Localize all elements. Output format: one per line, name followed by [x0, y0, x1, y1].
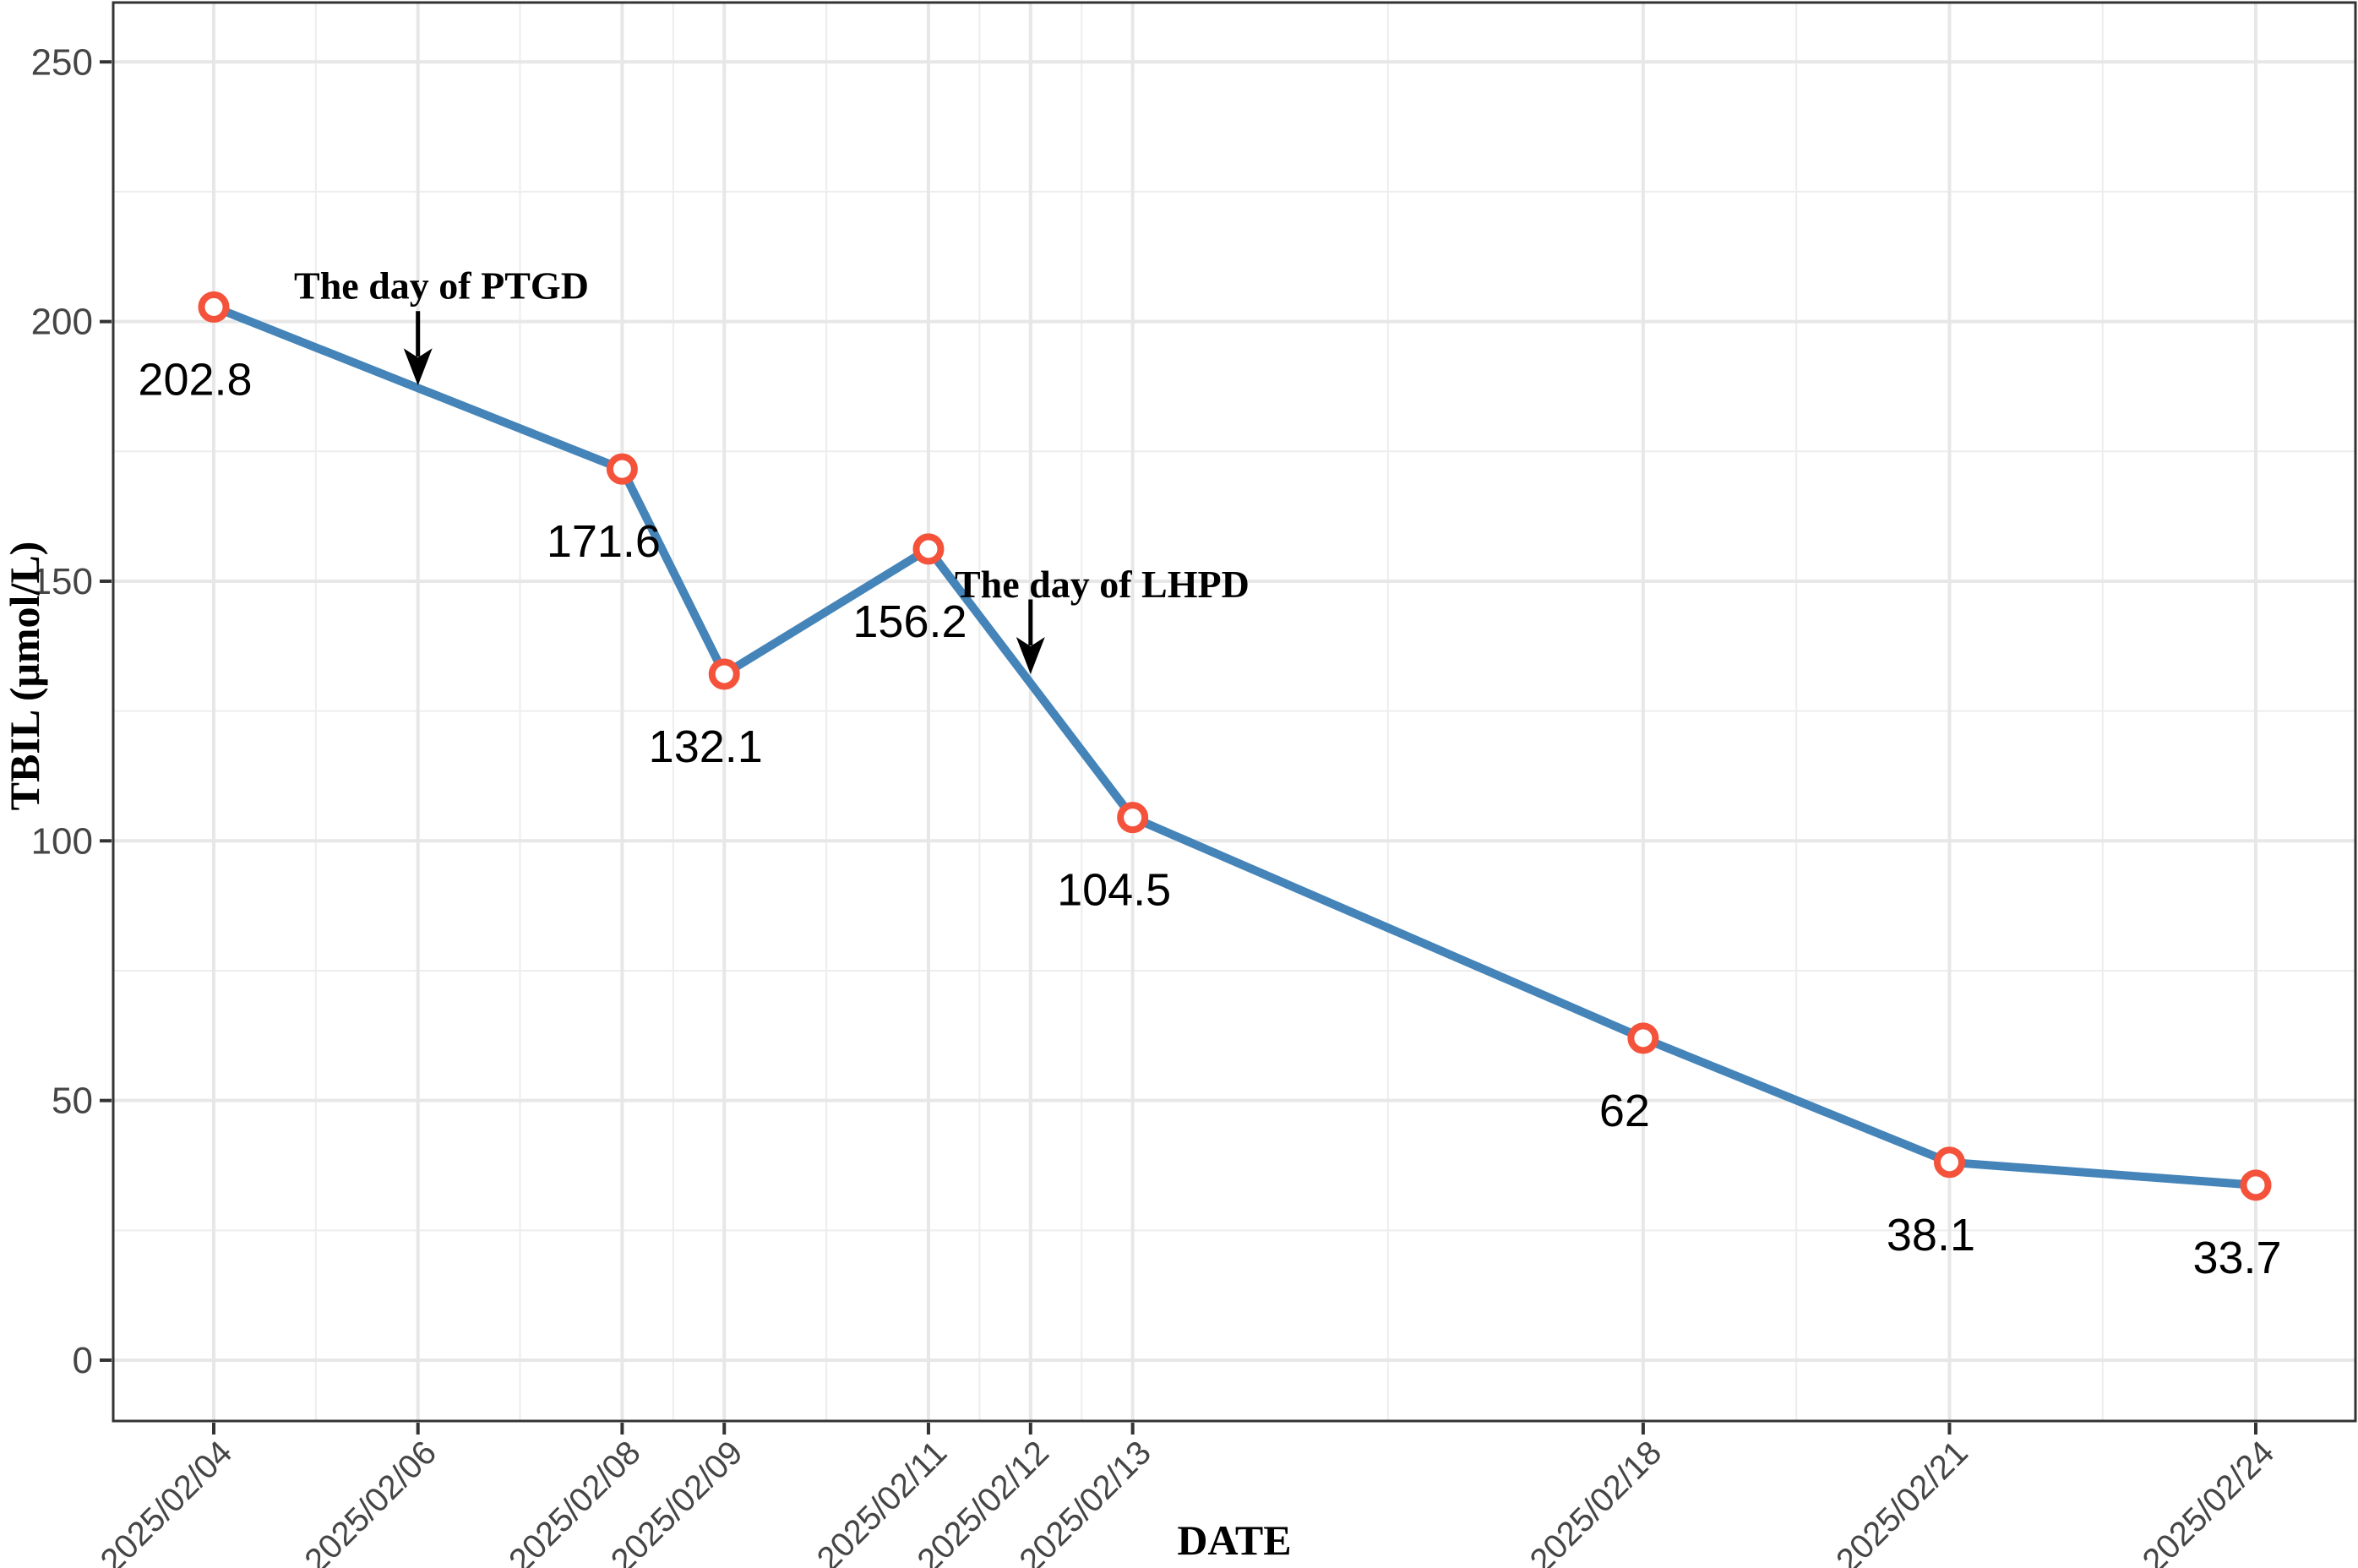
y-tick-label: 250 [31, 41, 93, 83]
x-axis-title: DATE [1177, 1516, 1291, 1564]
y-tick-label: 200 [31, 302, 93, 343]
annotation-arrowhead-icon [1016, 636, 1045, 674]
data-point-marker [1627, 1022, 1659, 1054]
x-tick-label: 2025/02/18 [1523, 1434, 1669, 1568]
y-tick-label: 0 [73, 1340, 93, 1381]
data-point-labels: 202.8 171.6 132.1 156.2 104.5 62 38.1 33.7 [138, 354, 2281, 1282]
x-tick-label: 2025/02/04 [94, 1434, 240, 1568]
annotation-text: The day of PTGD [294, 264, 589, 308]
data-point-marker [606, 453, 638, 485]
data-point-marker [2240, 1169, 2272, 1201]
annotation-arrowhead-icon [403, 348, 433, 386]
data-point-label: 33.7 [2192, 1233, 2281, 1283]
data-point-marker [912, 533, 945, 565]
data-point-label: 62 [1599, 1086, 1650, 1136]
axis-tick-marks [100, 60, 2257, 1435]
data-point-label: 104.5 [1057, 865, 1171, 916]
annotations: The day of PTGD The day of LHPD [294, 264, 1250, 674]
data-point-label: 171.6 [547, 516, 661, 567]
y-axis-title: TBIL (μmol/L) [1, 542, 48, 811]
x-tick-label: 2025/02/06 [297, 1434, 444, 1568]
trend-line [210, 302, 2260, 1190]
data-point-label: 202.8 [138, 354, 252, 405]
data-point-marker [1933, 1146, 1965, 1179]
gridlines [113, 3, 2355, 1421]
y-tick-label: 50 [52, 1081, 93, 1122]
x-tick-label: 2025/02/24 [2136, 1434, 2282, 1568]
data-point-marker [198, 291, 230, 323]
data-point-marker [708, 658, 740, 690]
data-point-label: 132.1 [649, 721, 763, 772]
y-tick-label: 150 [31, 561, 93, 602]
panel-border [112, 1, 2357, 1423]
data-point-label: 156.2 [852, 596, 967, 647]
annotation-text: The day of LHPD [955, 563, 1250, 606]
y-tick-label: 100 [31, 820, 93, 862]
x-tick-label: 2025/02/21 [1829, 1434, 1975, 1568]
data-series [198, 291, 2272, 1201]
data-point-label: 38.1 [1887, 1210, 1975, 1260]
data-point-marker [1117, 802, 1149, 834]
